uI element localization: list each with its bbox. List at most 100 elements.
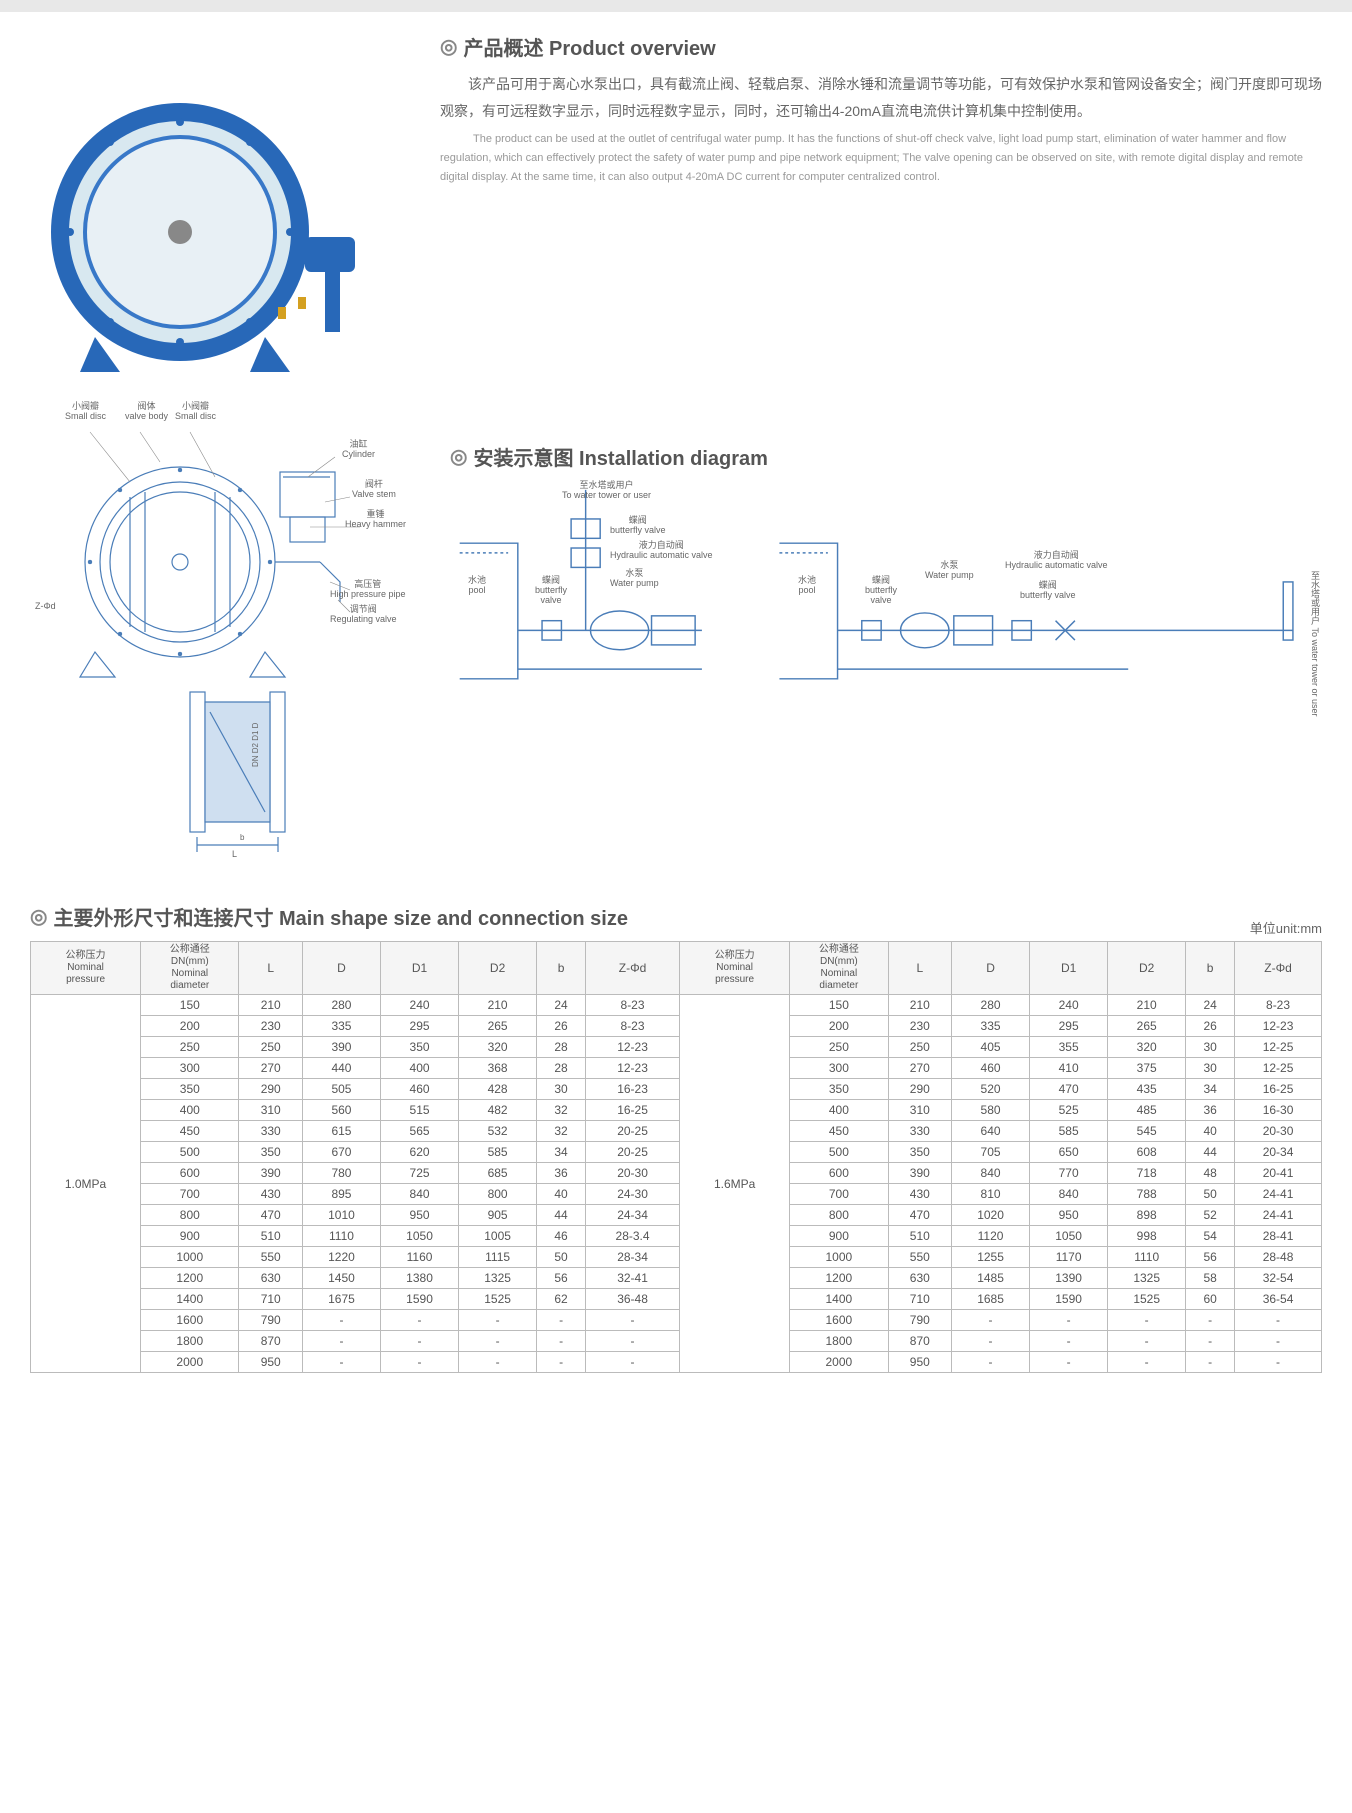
table-row: 4003105605154823216-25400310580525485361… bbox=[31, 1100, 1322, 1121]
table-cell: 400 bbox=[381, 1058, 459, 1079]
table-cell: 470 bbox=[239, 1205, 302, 1226]
overview-cn: 该产品可用于离心水泵出口，具有截流止阀、轻载启泵、消除水锤和流量调节等功能，可有… bbox=[440, 71, 1322, 124]
table-cell: 335 bbox=[302, 1016, 380, 1037]
table-cell: 440 bbox=[302, 1058, 380, 1079]
table-cell: 40 bbox=[1186, 1121, 1235, 1142]
table-cell: - bbox=[1108, 1331, 1186, 1352]
label-butterfly3: 蝶阀 butterfly valve bbox=[865, 576, 897, 606]
table-cell: 16-30 bbox=[1235, 1100, 1322, 1121]
table-cell: 12-23 bbox=[586, 1058, 680, 1079]
table-cell: 700 bbox=[790, 1184, 888, 1205]
label-pool2: 水池 pool bbox=[798, 576, 816, 596]
label-pump2: 水泵 Water pump bbox=[925, 561, 974, 581]
table-cell: 26 bbox=[537, 1016, 586, 1037]
th-D12: D1 bbox=[1030, 942, 1108, 995]
table-cell: 28-41 bbox=[1235, 1226, 1322, 1247]
label-small-disc1: 小阀瓣 Small disc bbox=[65, 402, 106, 422]
dimensions-table: 公称压力 Nominal pressure 公称通径 DN(mm) Nomina… bbox=[30, 941, 1322, 1373]
table-cell: 150 bbox=[790, 995, 888, 1016]
table-cell: 430 bbox=[888, 1184, 951, 1205]
table-cell: 470 bbox=[1030, 1079, 1108, 1100]
table-cell: 998 bbox=[1108, 1226, 1186, 1247]
table-cell: 1800 bbox=[141, 1331, 239, 1352]
table-cell: 560 bbox=[302, 1100, 380, 1121]
table-cell: 390 bbox=[888, 1163, 951, 1184]
table-row: 7004308958408004024-30700430810840788502… bbox=[31, 1184, 1322, 1205]
svg-text:b: b bbox=[240, 833, 245, 842]
table-cell: 230 bbox=[888, 1016, 951, 1037]
th-Zphi2: Z-Φd bbox=[1235, 942, 1322, 995]
table-cell: 58 bbox=[1186, 1268, 1235, 1289]
table-cell: 470 bbox=[888, 1205, 951, 1226]
table-cell: 24-41 bbox=[1235, 1184, 1322, 1205]
table-cell: - bbox=[586, 1352, 680, 1373]
th-pressure2: 公称压力 Nominal pressure bbox=[680, 942, 790, 995]
table-cell: 460 bbox=[952, 1058, 1030, 1079]
table-cell: 840 bbox=[381, 1184, 459, 1205]
table-cell: 60 bbox=[1186, 1289, 1235, 1310]
table-cell: 500 bbox=[141, 1142, 239, 1163]
table-cell: 32 bbox=[537, 1121, 586, 1142]
table-cell: 585 bbox=[1030, 1121, 1108, 1142]
table-cell: 710 bbox=[888, 1289, 951, 1310]
table-cell: 52 bbox=[1186, 1205, 1235, 1226]
th-Zphi1: Z-Φd bbox=[586, 942, 680, 995]
table-cell: 355 bbox=[1030, 1037, 1108, 1058]
table-row: 14007101675159015256236-4814007101685159… bbox=[31, 1289, 1322, 1310]
table-cell: 24 bbox=[1186, 995, 1235, 1016]
table-cell: 725 bbox=[381, 1163, 459, 1184]
table-cell: - bbox=[586, 1310, 680, 1331]
table-cell: 1120 bbox=[952, 1226, 1030, 1247]
table-row: 1.0MPa150210280240210248-231.6MPa1502102… bbox=[31, 995, 1322, 1016]
install-heading: 安装示意图 Installation diagram bbox=[450, 442, 1322, 471]
table-cell: 905 bbox=[459, 1205, 537, 1226]
table-header-row: 公称压力 Nominal pressure 公称通径 DN(mm) Nomina… bbox=[31, 942, 1322, 995]
table-cell: - bbox=[1108, 1310, 1186, 1331]
label-hydraulic2: 液力自动阀 Hydraulic automatic valve bbox=[1005, 551, 1108, 571]
overview-heading-text: 产品概述 Product overview bbox=[463, 32, 715, 61]
table-cell: 62 bbox=[537, 1289, 586, 1310]
table-cell: 950 bbox=[888, 1352, 951, 1373]
svg-text:DN D2 D1 D: DN D2 D1 D bbox=[251, 722, 260, 767]
table-cell: 320 bbox=[1108, 1037, 1186, 1058]
table-cell: 898 bbox=[1108, 1205, 1186, 1226]
table-cell: 200 bbox=[141, 1016, 239, 1037]
table-cell: 24 bbox=[537, 995, 586, 1016]
table-cell: 1600 bbox=[141, 1310, 239, 1331]
table-cell: - bbox=[952, 1352, 1030, 1373]
table-cell: - bbox=[1030, 1331, 1108, 1352]
table-cell: 1020 bbox=[952, 1205, 1030, 1226]
cell-pressure2: 1.6MPa bbox=[680, 995, 790, 1373]
label-butterfly4: 蝶阀 butterfly valve bbox=[1020, 581, 1076, 601]
table-cell: 510 bbox=[888, 1226, 951, 1247]
table-cell: 450 bbox=[141, 1121, 239, 1142]
table-cell: 310 bbox=[239, 1100, 302, 1121]
table-cell: 1675 bbox=[302, 1289, 380, 1310]
th-D22: D2 bbox=[1108, 942, 1186, 995]
table-cell: 800 bbox=[141, 1205, 239, 1226]
table-cell: - bbox=[459, 1310, 537, 1331]
label-butterfly2: 蝶阀 butterfly valve bbox=[535, 576, 567, 606]
table-cell: - bbox=[302, 1310, 380, 1331]
label-small-disc2: 小阀瓣 Small disc bbox=[175, 402, 216, 422]
table-cell: 36-48 bbox=[586, 1289, 680, 1310]
th-D11: D1 bbox=[381, 942, 459, 995]
label-valve-body: 阀体 valve body bbox=[125, 402, 168, 422]
table-cell: 230 bbox=[239, 1016, 302, 1037]
table-cell: 280 bbox=[952, 995, 1030, 1016]
table-cell: 718 bbox=[1108, 1163, 1186, 1184]
table-cell: 400 bbox=[790, 1100, 888, 1121]
table-cell: 950 bbox=[1030, 1205, 1108, 1226]
table-cell: 600 bbox=[790, 1163, 888, 1184]
table-cell: 520 bbox=[952, 1079, 1030, 1100]
th-L1: L bbox=[239, 942, 302, 995]
table-cell: 240 bbox=[381, 995, 459, 1016]
table-cell: 1325 bbox=[459, 1268, 537, 1289]
table-cell: 532 bbox=[459, 1121, 537, 1142]
table-cell: 200 bbox=[790, 1016, 888, 1037]
table-cell: 12-23 bbox=[1235, 1016, 1322, 1037]
table-cell: 550 bbox=[239, 1247, 302, 1268]
valve-diagram-column: 小阀瓣 Small disc 阀体 valve body 小阀瓣 Small d… bbox=[30, 402, 410, 862]
table-cell: 54 bbox=[1186, 1226, 1235, 1247]
table-cell: 1000 bbox=[790, 1247, 888, 1268]
